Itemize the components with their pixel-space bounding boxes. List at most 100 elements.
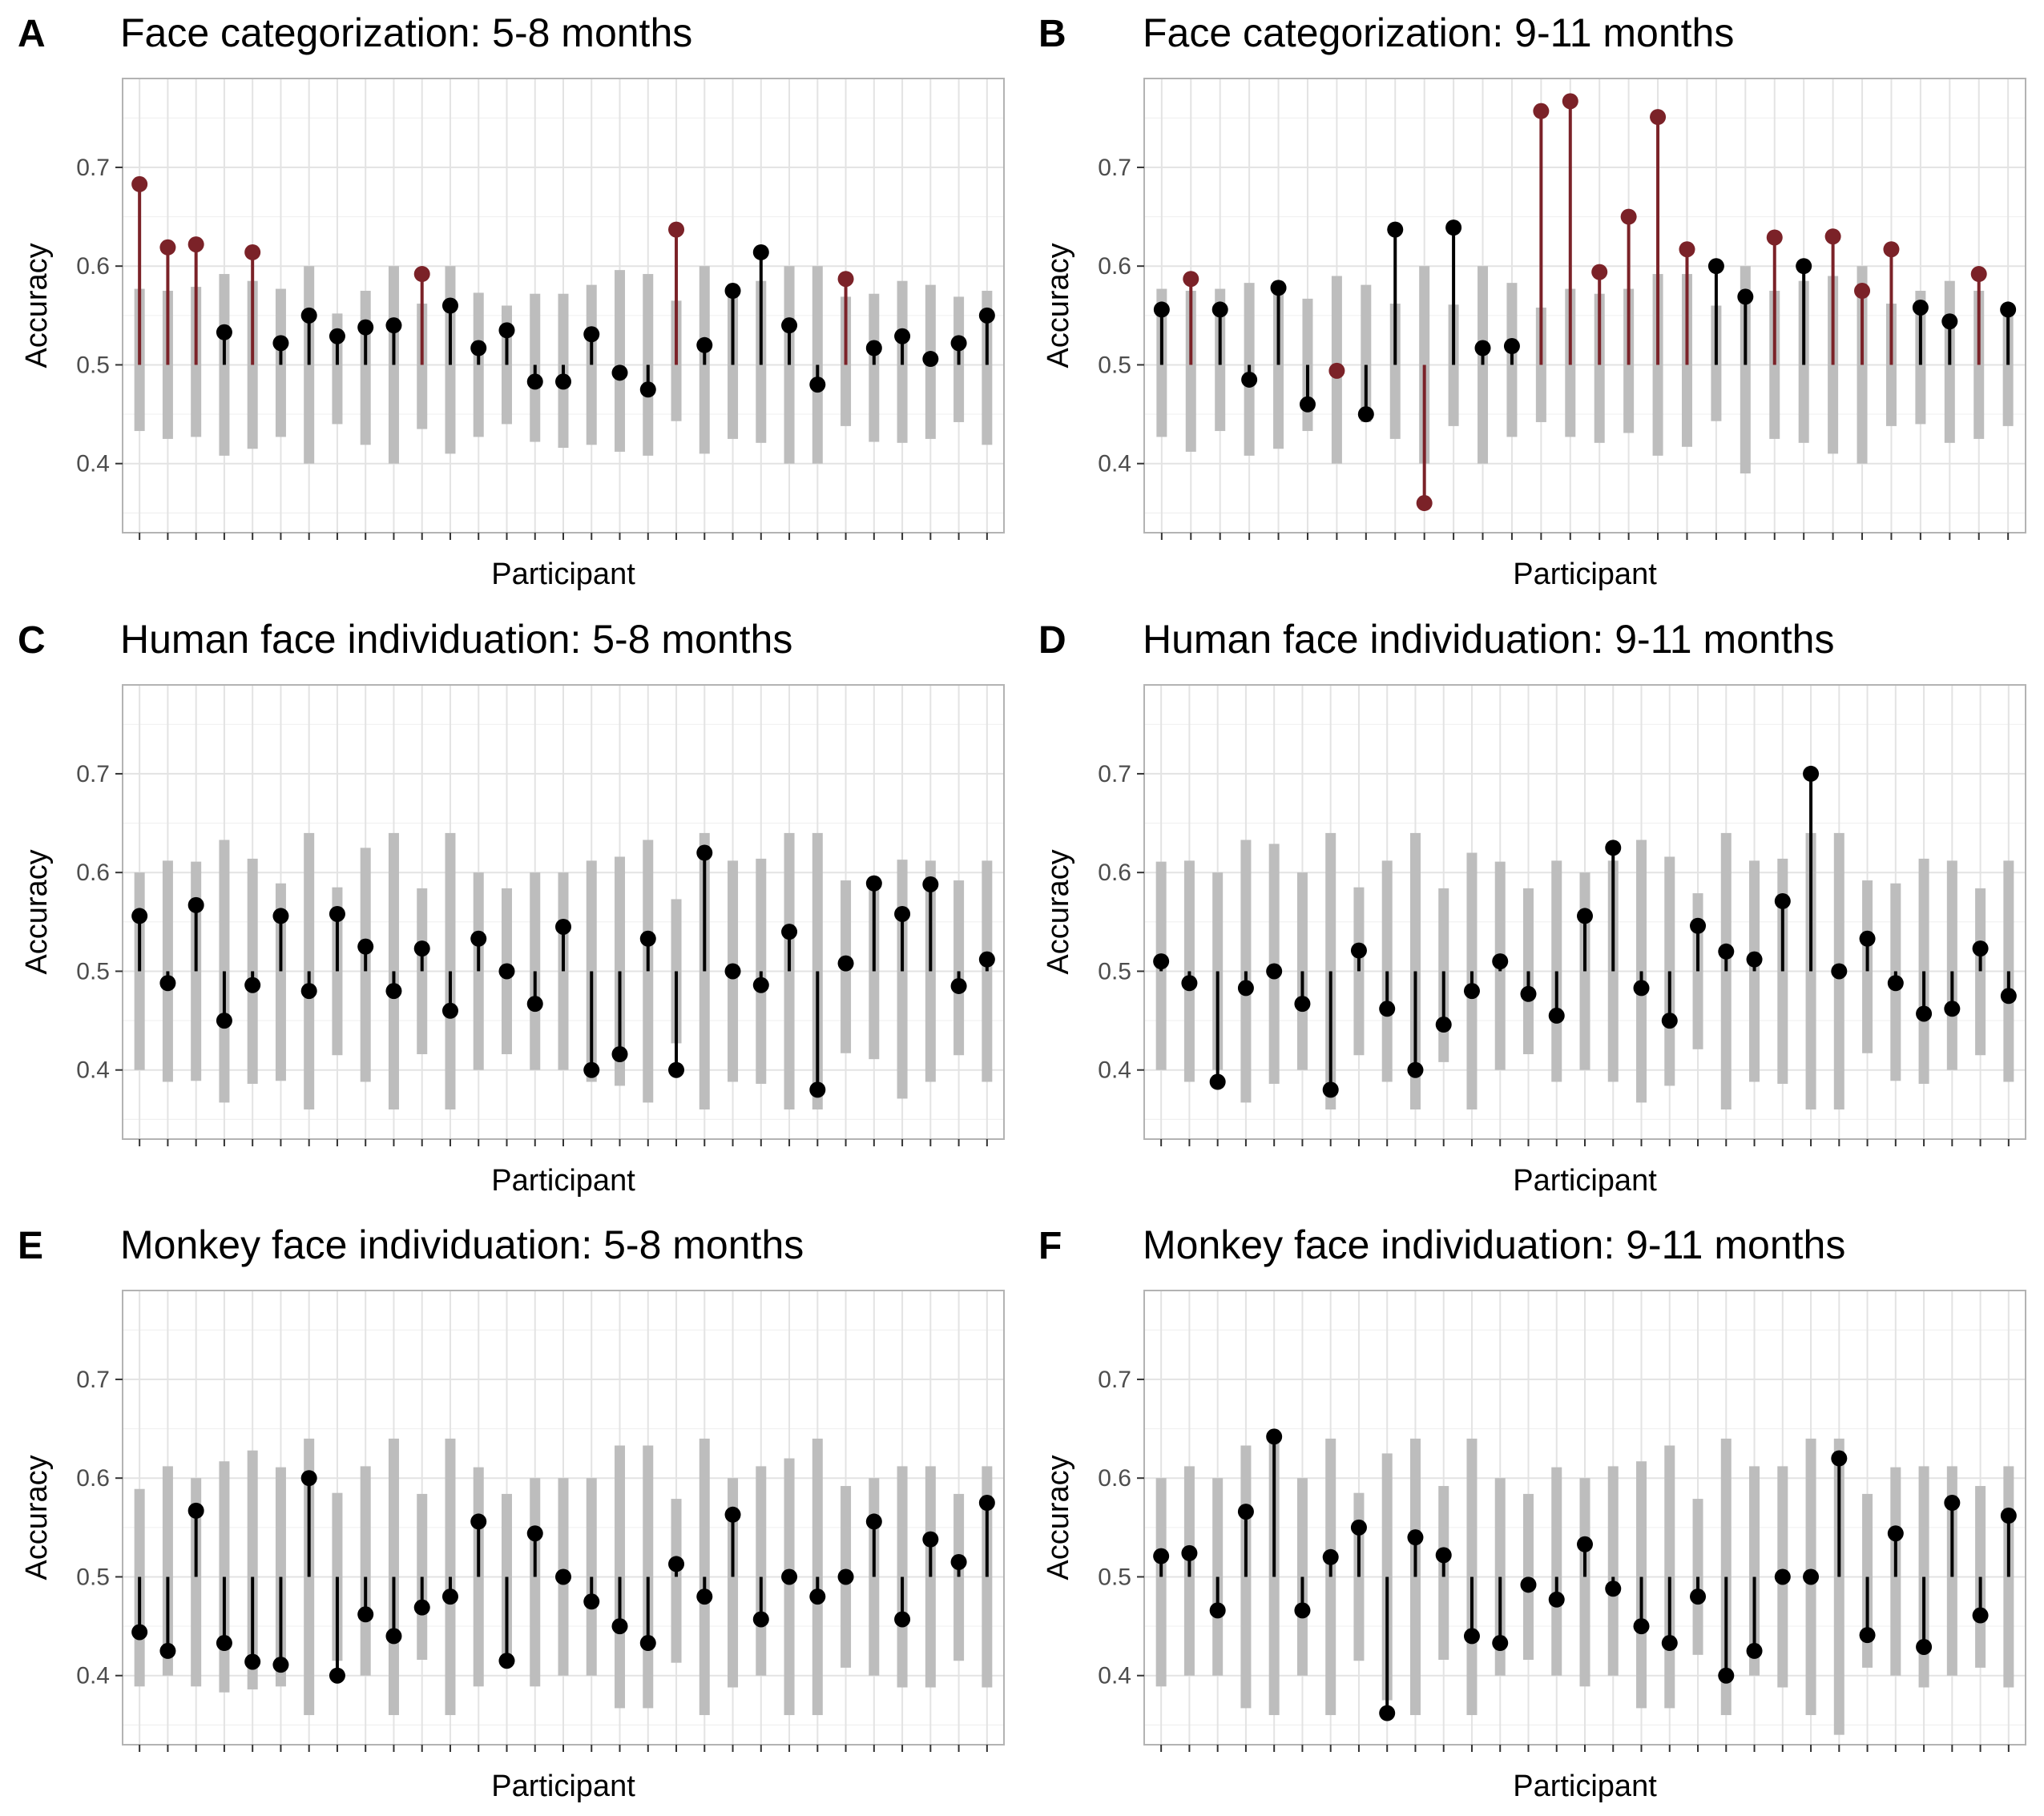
- panel-b-interval-bar: [1361, 284, 1372, 422]
- panel-d-point: [1661, 1013, 1678, 1029]
- panel-b-interval-bar: [1594, 293, 1605, 443]
- panel-a-point: [216, 324, 232, 340]
- panel-b-y-tick-label: 0.7: [1098, 155, 1131, 181]
- panel-f-interval-bar: [1749, 1466, 1760, 1676]
- panel-f-point: [1803, 1568, 1820, 1585]
- panel-c-point: [526, 996, 543, 1013]
- panel-a-point: [950, 335, 967, 352]
- panel-a-y-tick-label: 0.6: [76, 253, 110, 280]
- panel-a-point: [498, 322, 515, 339]
- panel-e-point: [187, 1502, 204, 1519]
- panel-d-point: [1887, 975, 1904, 992]
- panel-a-interval-bar: [982, 291, 993, 445]
- panel-f-point: [1661, 1635, 1678, 1652]
- panel-b-point: [1241, 371, 1258, 388]
- panel-f-letter: F: [1038, 1225, 1062, 1267]
- panel-d-point: [1294, 996, 1311, 1013]
- panel-c-y-tick-label: 0.6: [76, 860, 110, 886]
- panel-d-point: [1774, 892, 1791, 909]
- panel-c-point: [555, 918, 571, 935]
- panel-a: A Face categorization: 5-8 months 0.4 0.5 0.…: [18, 10, 1005, 591]
- panel-e-point: [668, 1556, 685, 1572]
- panel-d-point: [1803, 765, 1820, 782]
- panel-b-point: [1796, 258, 1812, 275]
- panel-d-title: Human face individuation: 9-11 months: [1143, 617, 1834, 662]
- panel-c-y-tick-label: 0.5: [76, 958, 110, 985]
- panel-b-y-tick-label: 0.6: [1098, 253, 1131, 280]
- panel-d-y-tick-label: 0.7: [1098, 761, 1131, 787]
- panel-e-interval-bar: [728, 1478, 739, 1688]
- panel-b-interval-bar: [1740, 266, 1751, 474]
- panel-d-point: [1492, 953, 1509, 970]
- panel-e-point: [555, 1568, 571, 1585]
- panel-b-point: [1883, 241, 1900, 258]
- panel-b-point: [1620, 208, 1637, 225]
- panel-f-interval-bar: [1607, 1466, 1619, 1676]
- panel-e-y-axis-title: Accuracy: [20, 1455, 54, 1580]
- panel-f-point: [1181, 1544, 1198, 1561]
- panel-a-point: [300, 307, 317, 324]
- panel-a-point: [752, 244, 769, 260]
- panel-c-point: [809, 1081, 826, 1098]
- panel-a-y-axis-title: Accuracy: [20, 243, 54, 368]
- panel-f-interval-bar: [1918, 1466, 1929, 1688]
- panel-f-point: [1350, 1519, 1367, 1536]
- panel-e-point: [781, 1568, 798, 1585]
- panel-e-title: Monkey face individuation: 5-8 months: [120, 1222, 804, 1267]
- panel-f-point: [1831, 1450, 1848, 1467]
- panel-b-point: [1357, 406, 1374, 423]
- panel-f-point: [1322, 1548, 1339, 1565]
- panel-c-point: [696, 844, 713, 861]
- panel-a-point: [385, 317, 402, 334]
- panel-e-point: [950, 1553, 967, 1570]
- panel-a-interval-bar: [417, 304, 428, 429]
- panel-b-background: [1144, 79, 2026, 533]
- panel-c-title: Human face individuation: 5-8 months: [120, 617, 792, 662]
- panel-b-point: [1183, 271, 1199, 288]
- panel-f-interval-bar: [1579, 1478, 1590, 1687]
- panel-e: E Monkey face individuation: 5-8 months 0.…: [18, 1222, 1005, 1803]
- panel-b-point: [2000, 301, 2017, 318]
- panel-a-point: [244, 244, 261, 260]
- panel-a-point: [696, 336, 713, 353]
- panel-a-point: [187, 236, 204, 253]
- panel-e-y-tick-label: 0.7: [76, 1367, 110, 1393]
- panel-e-interval-bar: [784, 1458, 795, 1716]
- panel-c-interval-bar: [897, 860, 908, 1099]
- panel-a-point: [922, 351, 939, 368]
- panel-e-interval-bar: [756, 1466, 767, 1676]
- panel-a-x-axis-title: Participant: [491, 558, 635, 591]
- panel-f-point: [1718, 1667, 1735, 1684]
- panel-c-y-axis-title: Accuracy: [20, 849, 54, 974]
- panel-f-point: [1746, 1642, 1763, 1659]
- panel-c-point: [216, 1013, 232, 1029]
- panel-b-point: [1562, 93, 1578, 110]
- panel-d-point: [1916, 1005, 1933, 1022]
- panel-e-point: [639, 1635, 656, 1652]
- panel-e-point: [724, 1506, 741, 1523]
- panel-c-point: [357, 938, 374, 955]
- panel-b: B Face categorization: 9-11 months 0.4 0.5 0…: [1038, 10, 2026, 591]
- panel-d-point: [1379, 1001, 1396, 1017]
- panel-b-point: [1299, 396, 1316, 413]
- panel-c-point: [865, 875, 882, 892]
- panel-b-point: [1970, 266, 1987, 283]
- panel-b-interval-bar: [1448, 304, 1459, 426]
- panel-e-point: [131, 1624, 148, 1641]
- panel-c-point: [244, 976, 261, 993]
- panel-e-point: [752, 1611, 769, 1628]
- panel-d-point: [1435, 1017, 1452, 1033]
- panel-a-interval-bar: [869, 293, 880, 442]
- panel-b-point: [1153, 301, 1170, 318]
- panel-a-point: [413, 266, 430, 283]
- panel-c-point: [752, 976, 769, 993]
- panel-f-point: [1435, 1547, 1452, 1564]
- panel-f-point: [1690, 1588, 1707, 1605]
- panel-e-point: [809, 1588, 826, 1605]
- panel-b-point: [1737, 288, 1754, 305]
- panel-d-y-tick-label: 0.6: [1098, 860, 1131, 886]
- panel-e-point: [413, 1599, 430, 1616]
- panel-f-point: [1237, 1504, 1254, 1520]
- panel-c-point: [724, 963, 741, 980]
